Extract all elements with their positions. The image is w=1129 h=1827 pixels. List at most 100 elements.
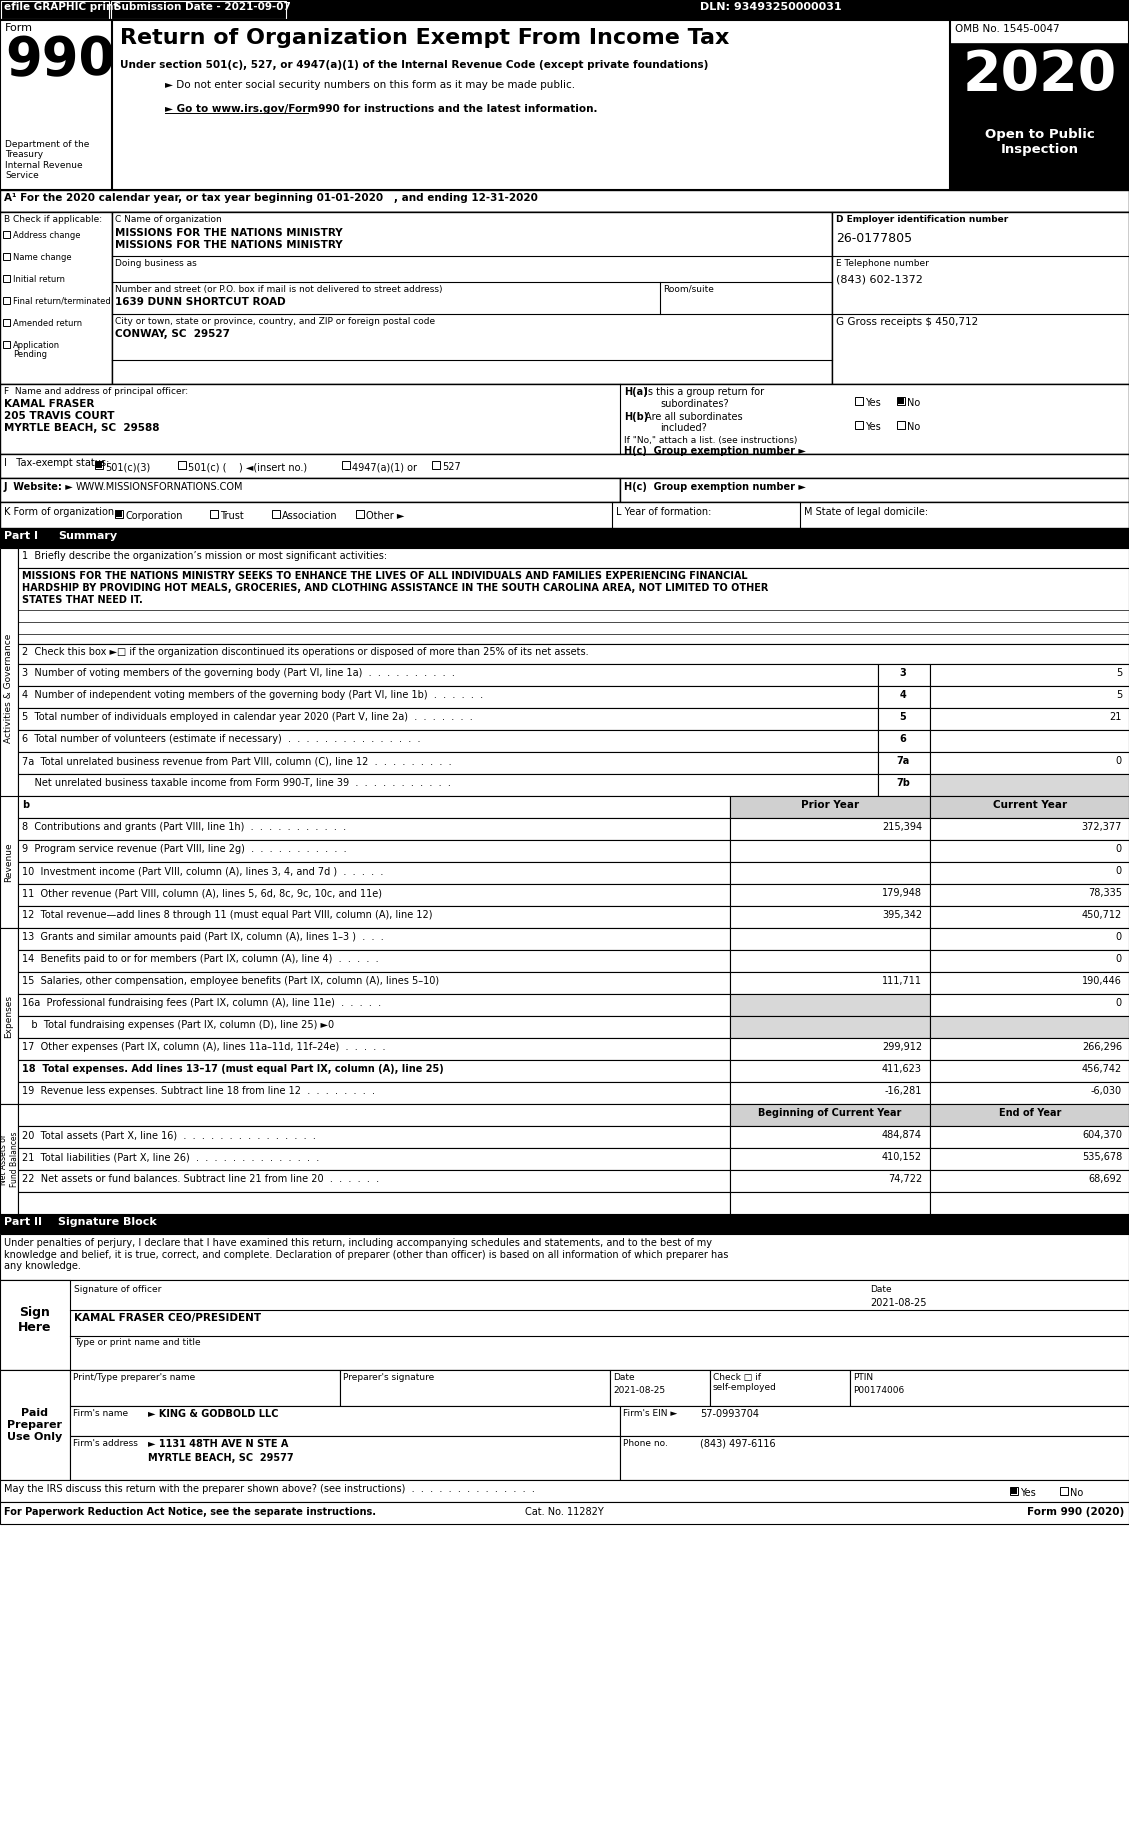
- Bar: [930, 775, 1129, 797]
- Text: 205 TRAVIS COURT: 205 TRAVIS COURT: [5, 411, 114, 420]
- Text: 411,623: 411,623: [882, 1063, 922, 1074]
- Text: Prior Year: Prior Year: [800, 800, 859, 809]
- Bar: [18, 928, 730, 950]
- Bar: [178, 460, 186, 470]
- Bar: [18, 1038, 730, 1060]
- Text: Under penalties of perjury, I declare that I have examined this return, includin: Under penalties of perjury, I declare th…: [5, 1239, 728, 1272]
- Bar: [0, 0, 1129, 20]
- Text: Is this a group return for: Is this a group return for: [645, 387, 764, 396]
- Bar: [96, 462, 102, 468]
- Text: Preparer's signature: Preparer's signature: [343, 1374, 435, 1381]
- Text: 22  Net assets or fund balances. Subtract line 21 from line 20  .  .  .  .  .  .: 22 Net assets or fund balances. Subtract…: [21, 1175, 379, 1184]
- Text: Summary: Summary: [58, 532, 117, 541]
- Text: MISSIONS FOR THE NATIONS MINISTRY: MISSIONS FOR THE NATIONS MINISTRY: [115, 239, 342, 250]
- Text: Application: Application: [14, 342, 60, 351]
- Bar: [949, 44, 1129, 119]
- Text: Firm's name: Firm's name: [73, 1409, 128, 1418]
- Text: G Gross receipts $ 450,712: G Gross receipts $ 450,712: [835, 318, 978, 327]
- Text: L Year of formation:: L Year of formation:: [616, 508, 711, 517]
- Text: For Paperwork Reduction Act Notice, see the separate instructions.: For Paperwork Reduction Act Notice, see …: [5, 1507, 376, 1516]
- Bar: [898, 398, 904, 404]
- Bar: [3, 276, 10, 281]
- Bar: [18, 568, 1129, 643]
- Text: 299,912: 299,912: [882, 1041, 922, 1052]
- Bar: [18, 1191, 730, 1213]
- Text: 26-0177805: 26-0177805: [835, 232, 912, 245]
- Text: Address change: Address change: [14, 230, 80, 239]
- Text: 501(c)(3): 501(c)(3): [105, 462, 150, 471]
- Bar: [18, 1060, 730, 1082]
- Bar: [730, 862, 930, 884]
- Bar: [18, 1082, 730, 1104]
- Bar: [730, 972, 930, 994]
- Bar: [730, 994, 930, 1016]
- Bar: [18, 818, 730, 840]
- Text: 179,948: 179,948: [882, 888, 922, 899]
- Text: 215,394: 215,394: [882, 822, 922, 831]
- Text: 5: 5: [1115, 691, 1122, 700]
- Bar: [949, 119, 1129, 190]
- Text: -6,030: -6,030: [1091, 1085, 1122, 1096]
- Text: End of Year: End of Year: [999, 1107, 1061, 1118]
- Text: 501(c) (    ) ◄(insert no.): 501(c) ( ) ◄(insert no.): [189, 462, 307, 471]
- Bar: [730, 1082, 930, 1104]
- Text: Final return/terminated: Final return/terminated: [14, 298, 111, 305]
- Bar: [0, 384, 1129, 453]
- Text: 10  Investment income (Part VIII, column (A), lines 3, 4, and 7d )  .  .  .  .  : 10 Investment income (Part VIII, column …: [21, 866, 384, 875]
- Bar: [930, 1125, 1129, 1147]
- Bar: [832, 212, 1129, 384]
- Text: 74,722: 74,722: [887, 1175, 922, 1184]
- Bar: [930, 906, 1129, 928]
- Bar: [730, 884, 930, 906]
- Bar: [0, 1213, 1129, 1233]
- Text: No: No: [907, 398, 920, 407]
- Text: If "No," attach a list. (see instructions): If "No," attach a list. (see instruction…: [624, 437, 797, 446]
- Bar: [930, 1082, 1129, 1104]
- Bar: [95, 460, 103, 470]
- Text: 372,377: 372,377: [1082, 822, 1122, 831]
- Bar: [18, 972, 730, 994]
- Bar: [3, 320, 10, 325]
- Text: Association: Association: [282, 512, 338, 521]
- Text: 2020: 2020: [963, 48, 1117, 102]
- Bar: [730, 906, 930, 928]
- Text: May the IRS discuss this return with the preparer shown above? (see instructions: May the IRS discuss this return with the…: [5, 1484, 535, 1494]
- Bar: [0, 453, 1129, 479]
- Bar: [730, 1104, 930, 1125]
- Bar: [930, 1016, 1129, 1038]
- Text: Paid
Preparer
Use Only: Paid Preparer Use Only: [8, 1409, 62, 1442]
- Text: 3: 3: [900, 669, 907, 678]
- Bar: [18, 1016, 730, 1038]
- Text: 4: 4: [900, 691, 907, 700]
- Text: (843) 602-1372: (843) 602-1372: [835, 274, 922, 283]
- Bar: [0, 190, 1129, 212]
- Text: Yes: Yes: [865, 422, 881, 431]
- Text: 1  Briefly describe the organization’s mission or most significant activities:: 1 Briefly describe the organization’s mi…: [21, 552, 387, 561]
- Bar: [18, 753, 878, 775]
- Text: 19  Revenue less expenses. Subtract line 18 from line 12  .  .  .  .  .  .  .  .: 19 Revenue less expenses. Subtract line …: [21, 1085, 375, 1096]
- Bar: [18, 709, 878, 731]
- Text: 450,712: 450,712: [1082, 910, 1122, 921]
- Bar: [342, 460, 350, 470]
- Bar: [878, 753, 930, 775]
- Text: Firm's EIN ►: Firm's EIN ►: [623, 1409, 677, 1418]
- Bar: [930, 928, 1129, 950]
- Bar: [930, 685, 1129, 709]
- Text: Part I: Part I: [5, 532, 38, 541]
- Text: M State of legal domicile:: M State of legal domicile:: [804, 508, 928, 517]
- Text: City or town, state or province, country, and ZIP or foreign postal code: City or town, state or province, country…: [115, 318, 435, 325]
- Bar: [855, 420, 863, 429]
- Bar: [1010, 1487, 1018, 1494]
- Bar: [855, 396, 863, 406]
- Text: Room/suite: Room/suite: [663, 285, 714, 294]
- Bar: [18, 906, 730, 928]
- Bar: [730, 818, 930, 840]
- Text: K Form of organization:: K Form of organization:: [5, 508, 117, 517]
- Bar: [930, 818, 1129, 840]
- Text: self-employed: self-employed: [714, 1383, 777, 1392]
- Bar: [18, 1104, 730, 1125]
- Bar: [70, 1407, 620, 1436]
- Text: A¹ For the 2020 calendar year, or tax year beginning 01-01-2020   , and ending 1: A¹ For the 2020 calendar year, or tax ye…: [5, 194, 537, 203]
- Text: 7a: 7a: [896, 756, 910, 766]
- Bar: [1010, 1487, 1017, 1494]
